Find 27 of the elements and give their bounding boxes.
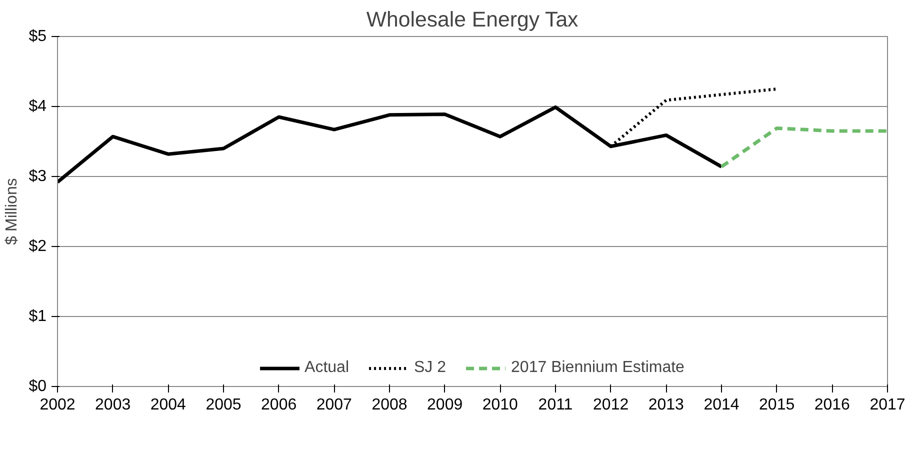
x-tick-label: 2002	[40, 396, 76, 414]
x-tick-label: 2006	[261, 396, 297, 414]
chart-title: Wholesale Energy Tax	[366, 8, 579, 32]
x-tick-label: 2013	[648, 396, 684, 414]
y-tick-label: $3	[28, 168, 47, 185]
y-tick-label: $2	[28, 238, 47, 255]
y-tick-label: $5	[28, 28, 47, 45]
x-tick-label: 2014	[704, 396, 740, 414]
y-tick-label: $0	[28, 378, 47, 395]
x-tick-label: 2015	[759, 396, 795, 414]
x-tick-label: 2017	[870, 396, 906, 414]
y-axis-title: $ Millions	[4, 178, 21, 245]
x-tick-label: 2012	[593, 396, 629, 414]
y-tick-label: $4	[28, 98, 47, 115]
x-tick-label: 2011	[538, 396, 573, 414]
y-tick-label: $1	[28, 308, 47, 325]
legend-label: 2017 Biennium Estimate	[511, 359, 684, 377]
x-tick-label: 2016	[814, 396, 850, 414]
x-tick-label: 2008	[372, 396, 408, 414]
x-tick-label: 2003	[95, 396, 131, 414]
x-tick-label: 2007	[316, 396, 352, 414]
x-tick-label: 2004	[150, 396, 186, 414]
x-tick-label: 2009	[427, 396, 463, 414]
legend-label: Actual	[304, 359, 350, 377]
x-tick-label: 2005	[206, 396, 242, 414]
x-tick-label: 2010	[482, 396, 518, 414]
legend-label: SJ 2	[414, 359, 446, 377]
